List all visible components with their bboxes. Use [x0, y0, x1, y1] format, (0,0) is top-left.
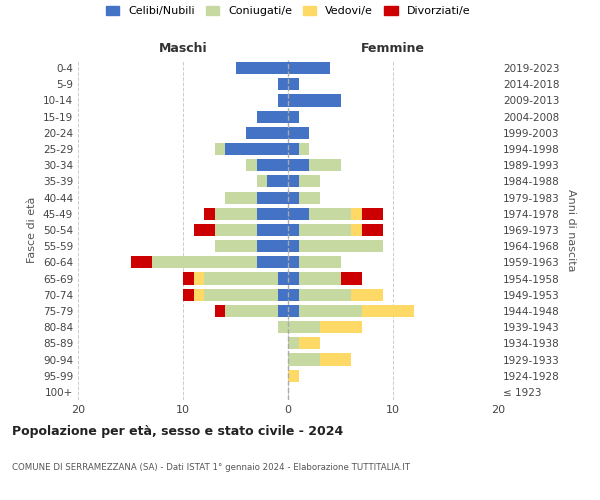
Text: Femmine: Femmine: [361, 42, 425, 55]
Bar: [288, 159, 309, 172]
Bar: [277, 321, 288, 333]
Bar: [257, 240, 288, 252]
Bar: [288, 354, 320, 366]
Bar: [257, 208, 288, 220]
Bar: [257, 176, 267, 188]
Bar: [257, 256, 288, 268]
Bar: [277, 78, 288, 90]
Bar: [225, 143, 288, 155]
Bar: [183, 272, 193, 284]
Bar: [277, 288, 288, 301]
Bar: [193, 224, 215, 236]
Bar: [299, 288, 351, 301]
Bar: [235, 62, 288, 74]
Legend: Celibi/Nubili, Coniugati/e, Vedovi/e, Divorziati/e: Celibi/Nubili, Coniugati/e, Vedovi/e, Di…: [106, 6, 470, 16]
Bar: [277, 305, 288, 317]
Bar: [193, 272, 204, 284]
Bar: [225, 192, 257, 203]
Bar: [215, 240, 257, 252]
Bar: [288, 94, 341, 106]
Bar: [204, 288, 277, 301]
Bar: [204, 272, 277, 284]
Bar: [130, 256, 151, 268]
Bar: [257, 192, 288, 203]
Bar: [288, 143, 299, 155]
Bar: [215, 305, 225, 317]
Bar: [246, 159, 257, 172]
Bar: [341, 272, 361, 284]
Bar: [351, 288, 383, 301]
Y-axis label: Anni di nascita: Anni di nascita: [566, 188, 576, 271]
Bar: [309, 208, 351, 220]
Bar: [288, 110, 299, 122]
Bar: [299, 272, 341, 284]
Text: COMUNE DI SERRAMEZZANA (SA) - Dati ISTAT 1° gennaio 2024 - Elaborazione TUTTITAL: COMUNE DI SERRAMEZZANA (SA) - Dati ISTAT…: [12, 463, 410, 472]
Bar: [277, 94, 288, 106]
Bar: [299, 338, 320, 349]
Bar: [288, 192, 299, 203]
Bar: [288, 288, 299, 301]
Bar: [288, 224, 299, 236]
Text: Maschi: Maschi: [158, 42, 208, 55]
Bar: [257, 224, 288, 236]
Bar: [320, 321, 361, 333]
Bar: [299, 143, 309, 155]
Bar: [288, 321, 320, 333]
Bar: [288, 78, 299, 90]
Bar: [288, 127, 309, 139]
Y-axis label: Fasce di età: Fasce di età: [28, 197, 37, 263]
Bar: [288, 305, 299, 317]
Bar: [288, 338, 299, 349]
Bar: [361, 224, 383, 236]
Bar: [193, 288, 204, 301]
Bar: [320, 354, 351, 366]
Bar: [267, 176, 288, 188]
Bar: [299, 224, 351, 236]
Bar: [309, 159, 341, 172]
Bar: [225, 305, 277, 317]
Bar: [288, 176, 299, 188]
Bar: [351, 208, 361, 220]
Bar: [257, 159, 288, 172]
Bar: [288, 208, 309, 220]
Bar: [151, 256, 257, 268]
Bar: [288, 240, 299, 252]
Bar: [299, 240, 383, 252]
Bar: [299, 305, 361, 317]
Bar: [299, 256, 341, 268]
Bar: [215, 208, 257, 220]
Bar: [361, 305, 414, 317]
Bar: [215, 143, 225, 155]
Bar: [288, 370, 299, 382]
Bar: [215, 224, 257, 236]
Bar: [183, 288, 193, 301]
Bar: [299, 176, 320, 188]
Bar: [277, 272, 288, 284]
Bar: [288, 272, 299, 284]
Text: Popolazione per età, sesso e stato civile - 2024: Popolazione per età, sesso e stato civil…: [12, 425, 343, 438]
Bar: [351, 224, 361, 236]
Bar: [288, 256, 299, 268]
Bar: [246, 127, 288, 139]
Bar: [204, 208, 215, 220]
Bar: [257, 110, 288, 122]
Bar: [288, 62, 330, 74]
Bar: [361, 208, 383, 220]
Bar: [299, 192, 320, 203]
